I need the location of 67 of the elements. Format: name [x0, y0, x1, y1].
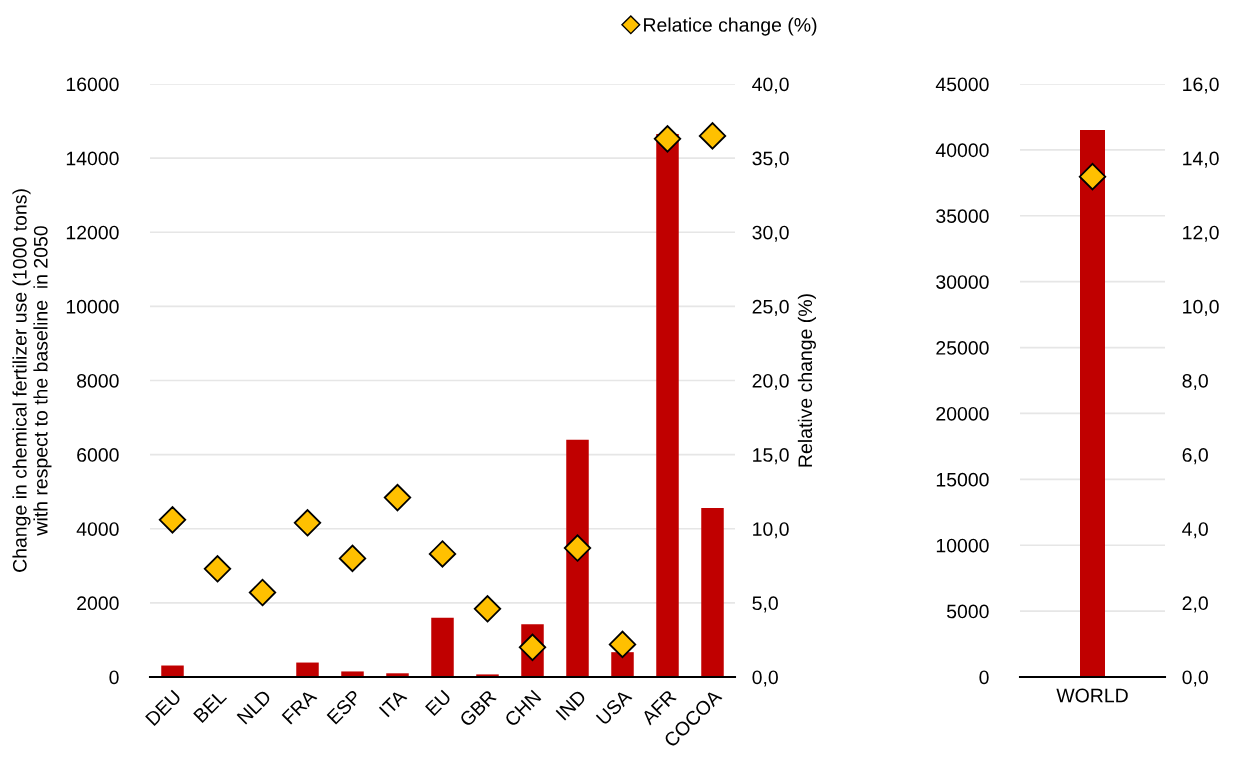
y2-tick-label: 0,0 — [1182, 670, 1208, 687]
y2-tick-label: 2,0 — [1182, 596, 1208, 613]
x-tick-label: IND — [555, 689, 587, 721]
x-tick-label: BEL — [193, 689, 228, 723]
y2-tick-label: 6,0 — [1182, 448, 1208, 465]
bar — [611, 652, 634, 677]
x-tick-label: USA — [595, 688, 633, 726]
x-tick-label: ITA — [378, 688, 408, 718]
y-tick-label: 30000 — [936, 275, 989, 289]
y-tick-label: 25000 — [936, 341, 989, 355]
y-tick-label: 16000 — [66, 77, 119, 92]
x-tick-label: EU — [425, 689, 452, 717]
y2-tick-label: 10,0 — [753, 522, 789, 539]
y2-tick-label: 40,0 — [752, 77, 789, 94]
y-tick-label: 0 — [109, 670, 119, 685]
point — [203, 555, 232, 583]
y-tick-label: 0 — [979, 670, 989, 685]
point — [338, 544, 367, 573]
y2-tick-label: 4,0 — [1182, 522, 1208, 539]
point — [563, 534, 592, 562]
y-tick-label: 15000 — [936, 472, 989, 487]
point — [248, 578, 277, 607]
y-tick-label: 6000 — [77, 448, 119, 462]
point — [473, 595, 502, 623]
bar — [431, 617, 454, 677]
y2-tick-label: 35,0 — [752, 151, 789, 168]
point — [428, 540, 457, 568]
y-tick-label: 40000 — [935, 143, 989, 158]
x-tick-label: FRA — [281, 688, 318, 725]
point — [383, 483, 412, 512]
y-tick-label: 10000 — [66, 299, 119, 314]
y-tick-label: 2000 — [77, 596, 119, 611]
y-axis-title: Change in chemical fertilizer use (1000 tons) with respect to the baseline in 2050 — [12, 189, 52, 572]
point — [293, 509, 322, 537]
y-tick-label: 45000 — [935, 77, 989, 92]
y-tick-label: 12000 — [66, 225, 119, 240]
point — [518, 633, 547, 662]
y-tick-label: 20000 — [936, 406, 989, 421]
point — [158, 506, 187, 534]
y2-tick-label: 16,0 — [1183, 77, 1219, 94]
y-tick-label: 8000 — [77, 373, 119, 388]
y2-tick-label: 20,0 — [752, 373, 789, 391]
y-tick-label: 5000 — [946, 604, 989, 619]
point — [608, 630, 637, 659]
x-tick-label: WORLD — [1056, 688, 1128, 703]
y2-tick-label: 5,0 — [752, 596, 778, 613]
y-tick-label: 10000 — [936, 538, 989, 553]
y2-tick-label: 8,0 — [1182, 373, 1208, 391]
legend-label: Relatice change (%) — [644, 17, 817, 36]
bar — [656, 134, 679, 677]
y2-tick-label: 0,0 — [752, 670, 778, 687]
y2-tick-label: 25,0 — [752, 299, 789, 316]
point — [653, 125, 682, 153]
y2-tick-label: 30,0 — [752, 225, 789, 242]
y2-axis-title: Relative change (%) — [797, 294, 816, 467]
y-tick-label: 35000 — [936, 209, 989, 224]
y-tick-label: 4000 — [76, 522, 119, 536]
y-tick-label: 14000 — [66, 151, 119, 166]
y2-tick-label: 15,0 — [753, 448, 789, 465]
point — [698, 122, 727, 150]
bar — [296, 662, 319, 677]
y2-tick-label: 12,0 — [1183, 225, 1219, 242]
y2-tick-label: 14,0 — [1183, 151, 1219, 168]
y2-tick-label: 10,0 — [1183, 299, 1219, 316]
bar — [566, 439, 589, 677]
bar — [701, 508, 724, 677]
bar — [341, 671, 364, 677]
